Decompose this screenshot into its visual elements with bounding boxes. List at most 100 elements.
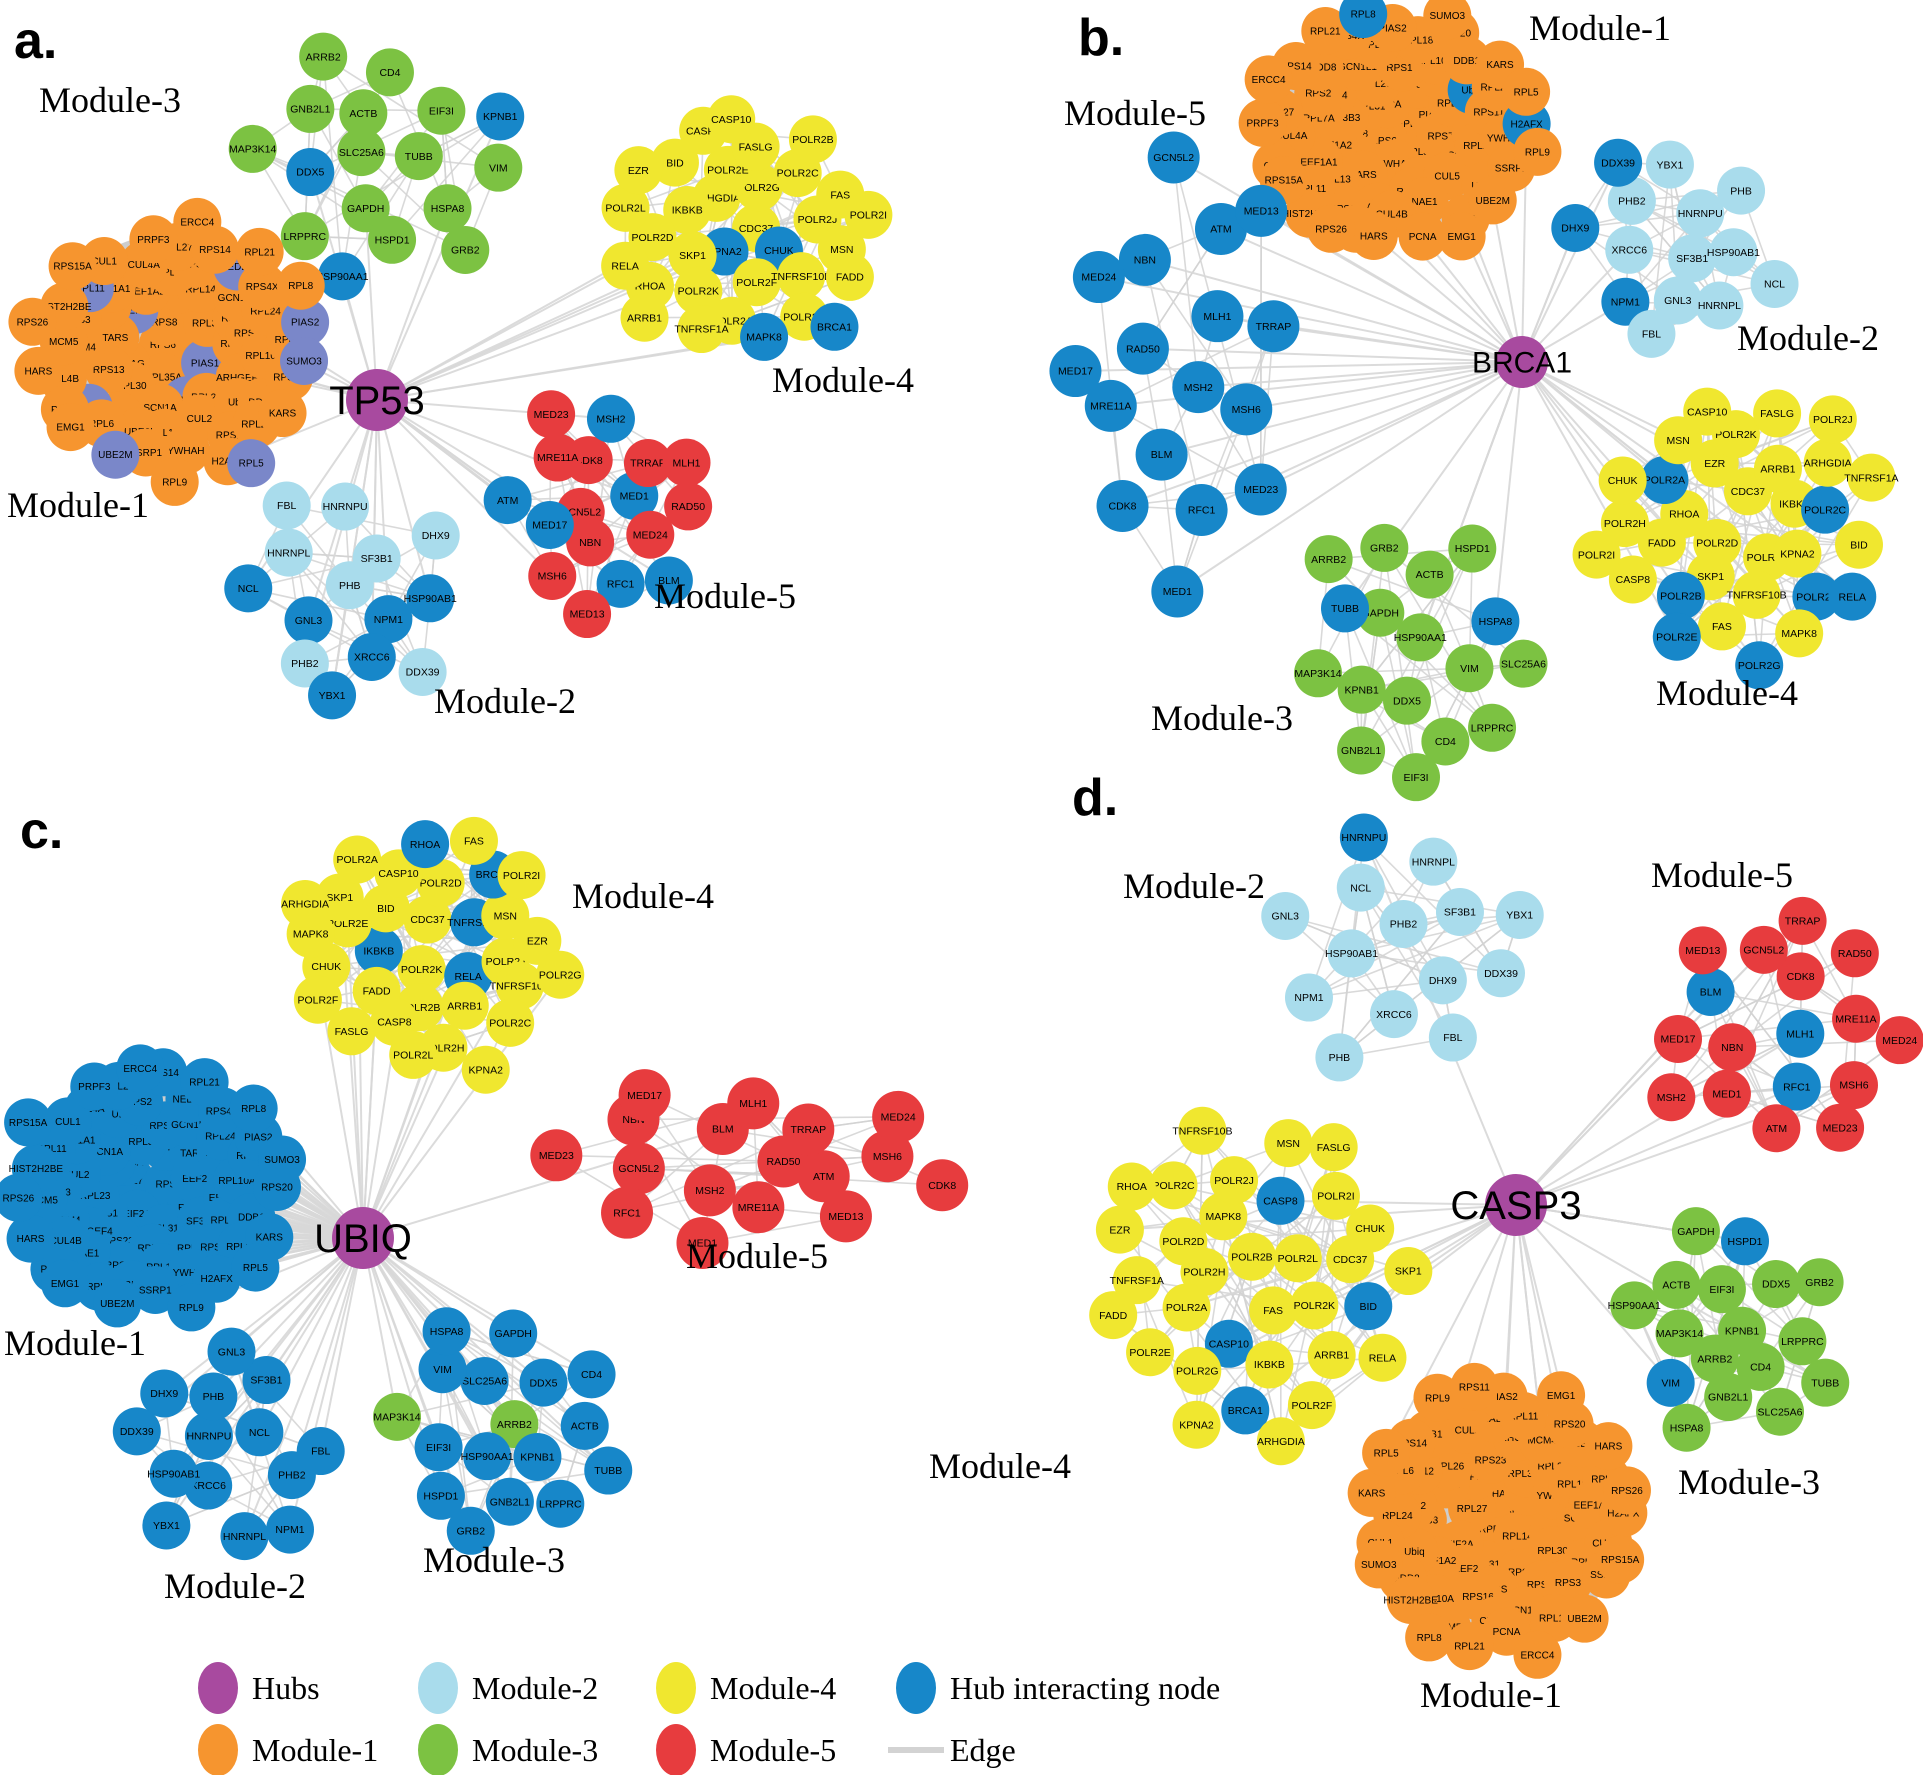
- network-node[interactable]: [116, 1044, 165, 1093]
- network-node[interactable]: [1210, 1156, 1259, 1205]
- network-node[interactable]: [1107, 1162, 1156, 1211]
- network-node[interactable]: [1778, 896, 1827, 945]
- network-node[interactable]: [1089, 1291, 1138, 1340]
- network-node[interactable]: [1320, 584, 1369, 633]
- network-node[interactable]: [1339, 813, 1388, 862]
- network-node[interactable]: [1172, 1400, 1221, 1449]
- network-node[interactable]: [1294, 649, 1343, 698]
- network-node[interactable]: [474, 143, 523, 192]
- network-node[interactable]: [1605, 225, 1654, 274]
- network-node[interactable]: [1704, 1373, 1753, 1422]
- network-node[interactable]: [732, 258, 781, 307]
- network-node[interactable]: [566, 518, 615, 567]
- network-node[interactable]: [1584, 1422, 1633, 1471]
- network-node[interactable]: [844, 190, 893, 239]
- network-node[interactable]: [1602, 1466, 1651, 1515]
- network-node[interactable]: [1717, 166, 1766, 215]
- network-node[interactable]: [1828, 572, 1877, 621]
- network-node[interactable]: [1801, 485, 1850, 534]
- network-node[interactable]: [596, 559, 645, 608]
- network-node[interactable]: [560, 1401, 609, 1450]
- network-node[interactable]: [1379, 900, 1428, 949]
- network-node[interactable]: [1118, 233, 1171, 286]
- network-node[interactable]: [1656, 571, 1705, 620]
- network-node[interactable]: [1435, 887, 1484, 936]
- network-node[interactable]: [676, 1216, 729, 1269]
- network-node[interactable]: [1339, 0, 1388, 39]
- network-node[interactable]: [614, 146, 663, 195]
- network-node[interactable]: [418, 1345, 467, 1394]
- network-node[interactable]: [1668, 234, 1717, 283]
- network-node[interactable]: [1346, 1204, 1395, 1253]
- network-node[interactable]: [1287, 1381, 1336, 1430]
- network-node[interactable]: [527, 390, 576, 439]
- network-node[interactable]: [872, 1090, 925, 1143]
- network-node[interactable]: [810, 302, 859, 351]
- network-node[interactable]: [446, 1506, 495, 1555]
- network-node[interactable]: [461, 1045, 510, 1094]
- network-node[interactable]: [231, 1243, 280, 1292]
- network-node[interactable]: [264, 528, 313, 577]
- network-node[interactable]: [1647, 1073, 1696, 1122]
- network-node[interactable]: [1418, 956, 1467, 1005]
- network-node[interactable]: [339, 89, 388, 138]
- network-node[interactable]: [1652, 612, 1701, 661]
- network-node[interactable]: [533, 433, 582, 482]
- network-node[interactable]: [299, 32, 348, 81]
- network-node[interactable]: [1847, 453, 1896, 502]
- network-node[interactable]: [1652, 1260, 1701, 1309]
- network-node[interactable]: [777, 252, 826, 301]
- network-node[interactable]: [394, 132, 443, 181]
- network-node[interactable]: [1149, 1161, 1198, 1210]
- network-node[interactable]: [677, 305, 726, 354]
- network-node[interactable]: [707, 95, 756, 144]
- network-node[interactable]: [1301, 6, 1350, 55]
- network-node[interactable]: [347, 632, 396, 681]
- network-node[interactable]: [727, 1077, 780, 1130]
- network-node[interactable]: [70, 1062, 119, 1111]
- network-node[interactable]: [397, 945, 446, 994]
- network-node[interactable]: [1349, 211, 1398, 260]
- network-node[interactable]: [1709, 228, 1758, 277]
- network-node[interactable]: [352, 534, 401, 583]
- network-node[interactable]: [1752, 1260, 1801, 1309]
- network-node[interactable]: [530, 1129, 583, 1182]
- network-node[interactable]: [916, 1159, 969, 1212]
- network-node[interactable]: [417, 86, 466, 135]
- network-node[interactable]: [519, 1358, 568, 1407]
- network-node[interactable]: [1572, 530, 1621, 579]
- network-node[interactable]: [1708, 1023, 1757, 1072]
- network-node[interactable]: [1803, 438, 1852, 487]
- network-node[interactable]: [486, 998, 535, 1047]
- network-node[interactable]: [416, 1471, 465, 1520]
- network-node[interactable]: [129, 215, 178, 264]
- network-node[interactable]: [1405, 550, 1454, 599]
- network-node[interactable]: [0, 1173, 43, 1222]
- network-node[interactable]: [1337, 665, 1386, 714]
- network-node[interactable]: [460, 1356, 509, 1405]
- network-node[interactable]: [235, 227, 284, 276]
- network-node[interactable]: [1471, 597, 1520, 646]
- network-node[interactable]: [1234, 463, 1287, 516]
- network-node[interactable]: [184, 1411, 233, 1460]
- network-node[interactable]: [242, 1356, 291, 1405]
- network-node[interactable]: [1448, 524, 1497, 573]
- network-node[interactable]: [131, 1265, 180, 1314]
- network-node[interactable]: [1362, 1428, 1411, 1477]
- network-node[interactable]: [674, 266, 723, 315]
- network-node[interactable]: [601, 241, 650, 290]
- network-node[interactable]: [1477, 949, 1526, 998]
- network-node[interactable]: [280, 212, 329, 261]
- network-node[interactable]: [238, 262, 287, 311]
- network-node[interactable]: [513, 916, 562, 965]
- network-node[interactable]: [1596, 1535, 1645, 1584]
- network-node[interactable]: [1671, 1207, 1720, 1256]
- network-node[interactable]: [1290, 1281, 1339, 1330]
- network-node[interactable]: [1753, 444, 1802, 493]
- network-node[interactable]: [662, 438, 711, 487]
- network-node[interactable]: [93, 1279, 142, 1328]
- network-node[interactable]: [173, 197, 222, 246]
- network-node[interactable]: [1261, 891, 1310, 940]
- network-node[interactable]: [1697, 1265, 1746, 1314]
- network-node[interactable]: [1610, 1281, 1659, 1330]
